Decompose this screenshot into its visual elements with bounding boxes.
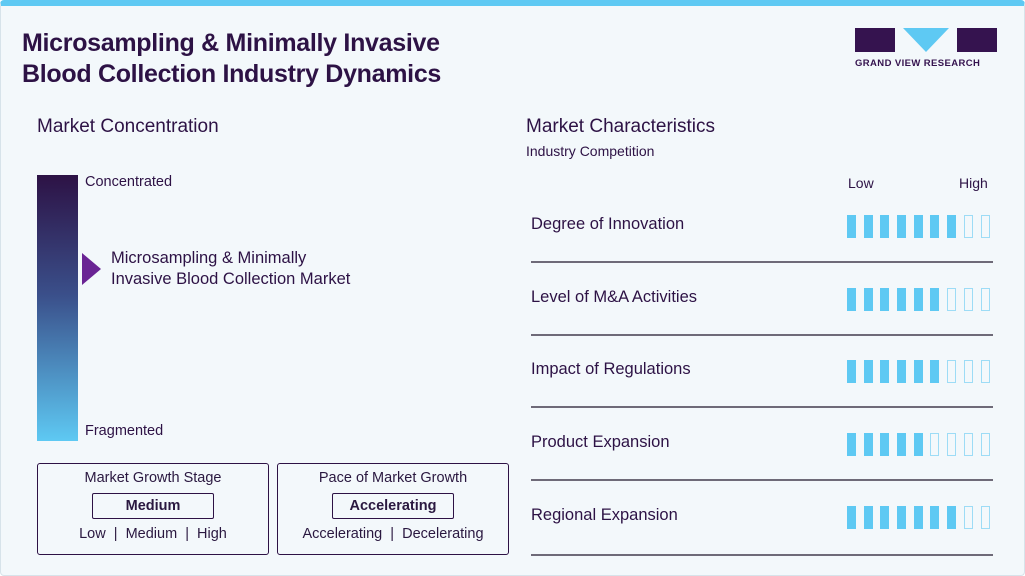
grand-view-research-logo: GRAND VIEW RESEARCH (855, 28, 997, 69)
rating-bar-segment (880, 360, 890, 384)
row-divider (531, 479, 993, 482)
rating-bar-segment (947, 215, 957, 238)
market-characteristics-heading: Market Characteristics (526, 116, 715, 137)
low-label: Low (848, 175, 874, 191)
rating-bar-segment (880, 215, 890, 238)
rating-bar-segment (963, 433, 973, 457)
pace-value: Accelerating (332, 493, 454, 519)
rating-bar-segment (913, 433, 923, 457)
rating-bar-segment (863, 287, 873, 311)
growth-stage-title: Market Growth Stage (84, 470, 222, 486)
rating-bars (847, 287, 990, 311)
market-concentration-heading: Market Concentration (37, 116, 219, 137)
characteristic-label: Impact of Regulations (531, 360, 691, 379)
market-name-line-1: Microsampling & Minimally (111, 249, 307, 267)
row-divider (531, 261, 993, 263)
rating-bars (847, 215, 990, 238)
rating-bar-segment (897, 360, 907, 384)
rating-bar-segment (847, 215, 856, 238)
title-line-2: Blood Collection Industry Dynamics (22, 60, 442, 88)
concentration-gradient-bar (37, 175, 78, 441)
rating-bar-segment (880, 433, 890, 457)
market-name-line-2: Invasive Blood Collection Market (111, 270, 351, 288)
market-name-label: Microsampling & Minimally Invasive Blood … (111, 248, 350, 290)
rating-bar-segment (947, 505, 957, 529)
rating-bar-segment (897, 433, 907, 457)
rating-bar-segment (930, 215, 940, 238)
rating-bar-segment (897, 505, 907, 529)
logo-r-mark (957, 28, 997, 52)
page-title: Microsampling & Minimally Invasive Blood … (22, 28, 441, 90)
rating-bar-segment (847, 287, 856, 311)
market-position-arrow-icon (82, 253, 101, 285)
rating-bar-segment (980, 215, 990, 238)
rating-bars (847, 360, 990, 384)
title-line-1: Microsampling & Minimally Invasive (22, 29, 440, 57)
rating-bar-segment (847, 505, 856, 529)
rating-bar-segment (897, 287, 907, 311)
rating-bar-segment (980, 433, 990, 457)
rating-bar-segment (947, 433, 957, 457)
rating-bar-segment (880, 505, 890, 529)
rating-bar-segment (863, 433, 873, 457)
market-growth-stage-box: Market Growth Stage Medium Low | Medium … (37, 463, 269, 555)
logo-v-mark (903, 28, 949, 52)
rating-bar-segment (930, 360, 940, 384)
growth-stage-options: Low | Medium | High (79, 526, 227, 542)
rating-bar-segment (863, 360, 873, 384)
rating-bar-segment (913, 360, 923, 384)
pace-options: Accelerating | Decelerating (302, 526, 484, 542)
concentrated-label: Concentrated (85, 174, 173, 190)
logo-text: GRAND VIEW RESEARCH (855, 58, 981, 69)
rating-bar-segment (963, 360, 973, 384)
rating-bar-segment (863, 505, 873, 529)
row-divider (531, 333, 993, 336)
rating-bar-segment (913, 287, 923, 311)
high-label: High (959, 175, 988, 191)
rating-bar-segment (913, 505, 923, 529)
pace-title: Pace of Market Growth (318, 470, 468, 486)
fragmented-label: Fragmented (85, 423, 164, 439)
rating-bar-segment (980, 287, 990, 311)
characteristic-label: Product Expansion (531, 433, 670, 452)
pace-of-market-growth-box: Pace of Market Growth Accelerating Accel… (277, 463, 509, 555)
rating-bar-segment (980, 360, 990, 384)
rating-bar-segment (930, 287, 940, 311)
rating-bar-segment (847, 433, 856, 457)
rating-bar-segment (880, 287, 890, 311)
rating-bar-segment (863, 215, 873, 238)
rating-bar-segment (930, 505, 940, 529)
rating-bar-segment (930, 433, 940, 457)
characteristic-label: Regional Expansion (531, 505, 678, 524)
rating-bar-segment (897, 215, 907, 238)
rating-bar-segment (947, 287, 957, 311)
characteristic-row: Regional Expansion (531, 481, 993, 556)
growth-stage-value: Medium (92, 493, 214, 519)
rating-bar-segment (963, 287, 973, 311)
row-divider (531, 406, 993, 409)
rating-bar-segment (947, 360, 957, 384)
logo-g-mark (855, 28, 895, 52)
characteristic-label: Level of M&A Activities (531, 287, 697, 306)
characteristic-row: Product Expansion (531, 408, 993, 482)
characteristic-row: Degree of Innovation (531, 190, 993, 263)
characteristic-row: Level of M&A Activities (531, 263, 993, 336)
rating-bar-segment (963, 505, 973, 529)
rating-bars (847, 433, 990, 457)
characteristic-label: Degree of Innovation (531, 215, 685, 233)
row-divider (531, 553, 993, 556)
industry-competition-subheading: Industry Competition (526, 143, 655, 159)
rating-bar-segment (847, 360, 856, 384)
rating-bar-segment (980, 505, 990, 529)
rating-bar-segment (963, 215, 973, 238)
rating-bars (847, 505, 990, 529)
characteristic-row: Impact of Regulations (531, 335, 993, 409)
rating-bar-segment (913, 215, 923, 238)
